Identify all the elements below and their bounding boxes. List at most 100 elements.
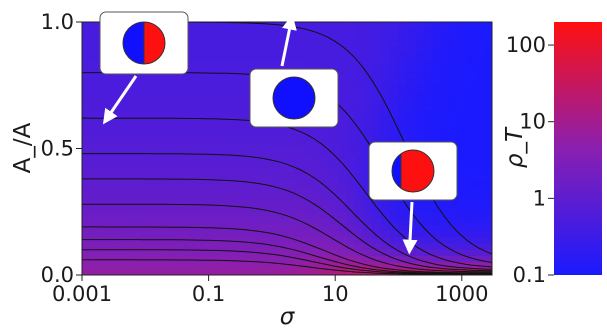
heatmap-cell bbox=[150, 192, 160, 200]
heatmap-cell bbox=[338, 218, 348, 225]
heatmap-cell bbox=[372, 78, 382, 86]
heatmap-cell bbox=[218, 123, 228, 131]
colorbar-tick-label: 0.1 bbox=[513, 263, 546, 287]
heatmap-cell bbox=[269, 256, 280, 263]
heatmap-cell bbox=[466, 129, 476, 137]
heatmap-cell bbox=[107, 205, 117, 213]
heatmap-cell bbox=[133, 97, 143, 105]
heatmap-cell bbox=[278, 34, 288, 42]
heatmap-cell bbox=[124, 116, 134, 124]
heatmap-cell bbox=[432, 66, 442, 74]
heatmap-cell bbox=[287, 224, 297, 232]
heatmap-cell bbox=[440, 199, 450, 207]
heatmap-cell bbox=[304, 40, 314, 48]
heatmap-cell bbox=[355, 116, 365, 124]
heatmap-cell bbox=[193, 135, 203, 143]
heatmap-cell bbox=[466, 135, 476, 143]
x-tick-label: 0.001 bbox=[52, 282, 112, 306]
heatmap-cell bbox=[99, 230, 109, 238]
heatmap-cell bbox=[90, 22, 100, 29]
heatmap-cell bbox=[312, 230, 322, 238]
heatmap-cell bbox=[150, 116, 160, 124]
heatmap-cell bbox=[116, 104, 126, 112]
heatmap-cell bbox=[184, 66, 194, 74]
heatmap-cell bbox=[440, 34, 450, 42]
heatmap-cell bbox=[338, 148, 348, 156]
heatmap-cell bbox=[107, 192, 117, 200]
heatmap-cell bbox=[304, 224, 314, 232]
heatmap-cell bbox=[167, 192, 177, 200]
heatmap-cell bbox=[269, 243, 280, 251]
heatmap-cell bbox=[158, 262, 169, 270]
heatmap-cell bbox=[287, 199, 297, 207]
heatmap-cell bbox=[150, 237, 160, 244]
heatmap-cell bbox=[116, 211, 126, 219]
heatmap-cell bbox=[483, 116, 492, 124]
heatmap-cell bbox=[287, 249, 297, 257]
heatmap-cell bbox=[440, 211, 450, 219]
heatmap-cell bbox=[184, 59, 194, 67]
heatmap-cell bbox=[449, 256, 459, 263]
heatmap-cell bbox=[227, 78, 237, 86]
heatmap-cell bbox=[167, 161, 177, 169]
heatmap-cell bbox=[406, 59, 416, 67]
heatmap-cell bbox=[210, 116, 220, 124]
heatmap-cell bbox=[244, 40, 254, 48]
heatmap-cell bbox=[295, 218, 305, 225]
heatmap-cell bbox=[107, 268, 117, 275]
heatmap-cell bbox=[201, 205, 211, 213]
heatmap-cell bbox=[90, 224, 100, 232]
heatmap-cell bbox=[287, 205, 297, 213]
heatmap-cell bbox=[474, 161, 485, 169]
heatmap-cell bbox=[124, 142, 134, 150]
heatmap-cell bbox=[99, 180, 109, 188]
heatmap-cell bbox=[338, 154, 348, 162]
heatmap-cell bbox=[474, 199, 485, 207]
heatmap-cell bbox=[82, 72, 92, 80]
heatmap-cell bbox=[269, 148, 280, 156]
heatmap-cell bbox=[90, 237, 100, 244]
heatmap-cell bbox=[244, 123, 254, 131]
heatmap-cell bbox=[184, 167, 194, 175]
heatmap-cell bbox=[474, 110, 485, 118]
heatmap-cell bbox=[338, 237, 348, 244]
annotations bbox=[99, 11, 458, 255]
heatmap-cell bbox=[167, 154, 177, 162]
heatmap-cell bbox=[389, 218, 399, 225]
heatmap-cell bbox=[466, 78, 476, 86]
heatmap-cell bbox=[167, 249, 177, 257]
heatmap-cell bbox=[235, 59, 245, 67]
heatmap-cell bbox=[287, 180, 297, 188]
heatmap-cell bbox=[82, 173, 92, 181]
heatmap-cell bbox=[158, 110, 169, 118]
heatmap-cell bbox=[483, 129, 492, 137]
heatmap-cell bbox=[363, 167, 374, 175]
heatmap-cell bbox=[363, 47, 374, 55]
heatmap-cell bbox=[295, 59, 305, 67]
heatmap-cell bbox=[457, 34, 467, 42]
heatmap-cell bbox=[167, 167, 177, 175]
heatmap-cell bbox=[261, 28, 271, 36]
heatmap-cell bbox=[158, 186, 169, 194]
heatmap-cell bbox=[415, 59, 425, 67]
heatmap-cell bbox=[116, 199, 126, 207]
heatmap-cell bbox=[175, 148, 186, 156]
heatmap-cell bbox=[295, 22, 305, 29]
heatmap-cell bbox=[210, 186, 220, 194]
heatmap-cell bbox=[201, 53, 211, 61]
heatmap-cell bbox=[244, 97, 254, 105]
heatmap-cell bbox=[175, 268, 186, 275]
heatmap-cell bbox=[210, 180, 220, 188]
heatmap-cell bbox=[312, 142, 322, 150]
heatmap-cell bbox=[235, 218, 245, 225]
heatmap-cell bbox=[466, 123, 476, 131]
heatmap-cell bbox=[338, 47, 348, 55]
heatmap-cell bbox=[287, 148, 297, 156]
heatmap-cell bbox=[483, 154, 492, 162]
heatmap-cell bbox=[99, 154, 109, 162]
heatmap-cell bbox=[466, 72, 476, 80]
heatmap-cell bbox=[346, 205, 356, 213]
heatmap-cell bbox=[167, 129, 177, 137]
heatmap-cell bbox=[304, 262, 314, 270]
